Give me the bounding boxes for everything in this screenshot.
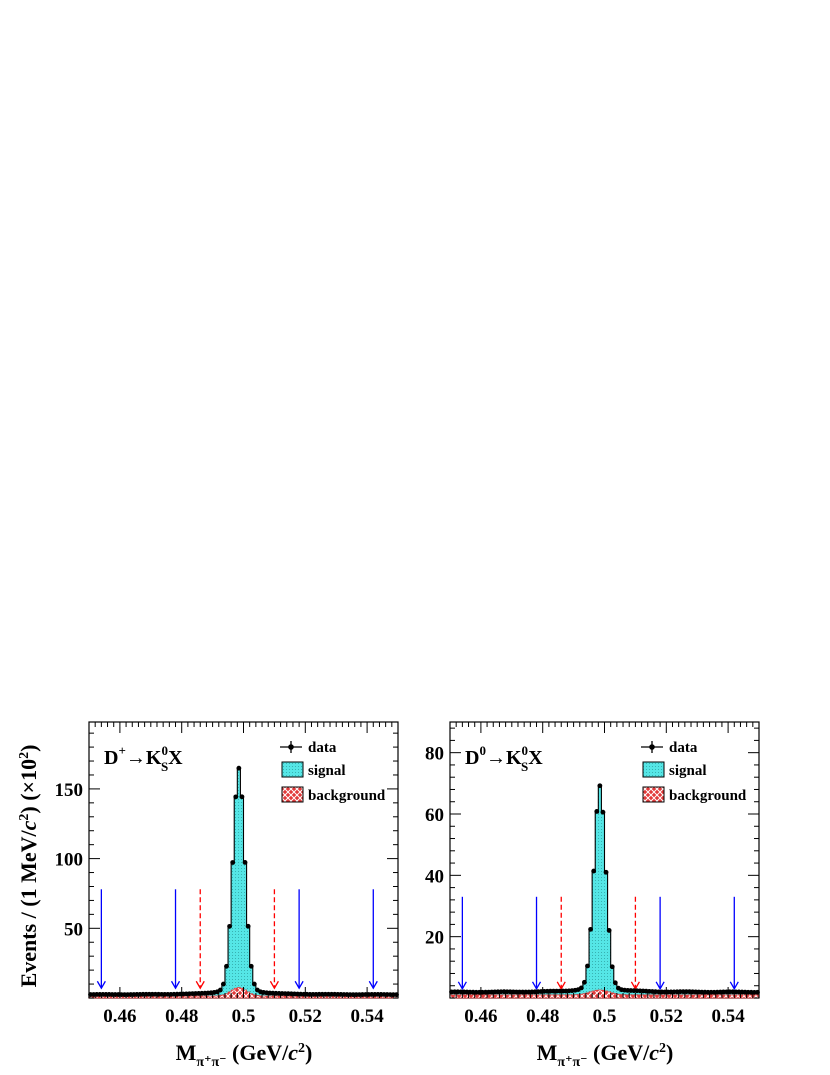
data-point	[600, 809, 606, 815]
x-axis-title: Mπ⁺π⁻ (GeV/c2)	[176, 1040, 313, 1070]
sideband-arrow	[170, 889, 181, 990]
data-point	[582, 979, 587, 985]
x-tick-label: 0.48	[165, 1006, 198, 1027]
panel-d-zero: 0.46 0.48 0.5 0.52 0.54 20 40 60 80 data signal …	[425, 721, 760, 1070]
y-tick-label: 40	[425, 866, 444, 887]
y-tick-label: 150	[55, 780, 84, 801]
data-point	[233, 794, 239, 800]
x-tick-label: 0.52	[289, 1006, 322, 1027]
legend-signal-label: signal	[308, 763, 346, 779]
legend-signal-label: signal	[669, 763, 707, 779]
x-tick-label: 0.54	[350, 1006, 384, 1027]
legend-background-swatch	[642, 786, 665, 803]
decay-label: D0→K0 SX	[465, 743, 543, 774]
data-point	[239, 794, 245, 800]
data-point	[606, 928, 612, 933]
data-point	[236, 765, 242, 771]
data-point	[221, 981, 226, 987]
signal-window-arrow	[630, 896, 640, 991]
data-point	[603, 869, 609, 875]
y-tick-label: 60	[425, 805, 444, 826]
data-point	[224, 963, 229, 969]
legend-data-label: data	[308, 740, 337, 756]
legend: data signal background	[641, 740, 747, 804]
data-point	[245, 923, 251, 929]
sideband-arrow	[531, 896, 542, 991]
y-tick-label: 100	[55, 850, 84, 871]
legend: data signal background	[280, 740, 386, 804]
legend-data-label: data	[669, 740, 698, 756]
legend-background-label: background	[669, 788, 747, 804]
data-point	[591, 868, 597, 874]
sideband-arrow	[655, 896, 665, 991]
y-tick-label: 80	[425, 744, 444, 765]
x-axis-title: Mπ⁺π⁻ (GeV/c2)	[537, 1040, 674, 1070]
data-point	[248, 963, 254, 969]
sideband-arrow	[368, 889, 378, 990]
data-point	[217, 987, 223, 993]
x-tick-label: 0.5	[593, 1006, 617, 1027]
y-axis-title: Events / (1 MeV/c2) (×102)	[16, 745, 41, 988]
data-point	[609, 964, 615, 970]
legend-data-marker	[288, 744, 294, 750]
panel-d-plus: 0.46 0.48 0.5 0.52 0.54 50 100 150 data signal …	[55, 721, 399, 1070]
x-tick-label: 0.46	[103, 1006, 136, 1027]
signal-window-arrow	[195, 889, 205, 990]
legend-data-marker	[649, 744, 655, 750]
data-point	[588, 926, 593, 932]
x-tick-label: 0.52	[650, 1006, 683, 1027]
data-point	[585, 963, 590, 969]
data-point	[597, 783, 603, 789]
y-tick-label: 20	[425, 928, 444, 949]
x-tick-label: 0.5	[232, 1006, 256, 1027]
data-point	[612, 980, 618, 986]
data-point	[230, 860, 236, 865]
decay-label: D+→K0 SX	[104, 743, 183, 774]
signal-window-arrow	[556, 896, 566, 991]
legend-signal-swatch	[642, 761, 665, 778]
data-point	[242, 859, 248, 865]
signal-histogram	[449, 786, 760, 999]
x-tick-label: 0.54	[711, 1006, 745, 1027]
data-point	[227, 923, 232, 929]
signal-window-arrow	[269, 889, 279, 990]
legend-background-swatch	[281, 786, 304, 803]
data-point	[578, 985, 584, 991]
x-tick-label: 0.48	[526, 1006, 559, 1027]
legend-background-label: background	[308, 788, 386, 804]
legend-signal-swatch	[281, 761, 304, 778]
data-point	[251, 981, 257, 987]
sideband-arrow	[294, 889, 304, 990]
sideband-arrow	[729, 896, 739, 991]
sideband-arrow	[96, 889, 106, 990]
sideband-arrow	[457, 896, 467, 991]
y-tick-label: 50	[64, 919, 83, 940]
data-point	[594, 809, 600, 814]
x-tick-label: 0.46	[464, 1006, 497, 1027]
